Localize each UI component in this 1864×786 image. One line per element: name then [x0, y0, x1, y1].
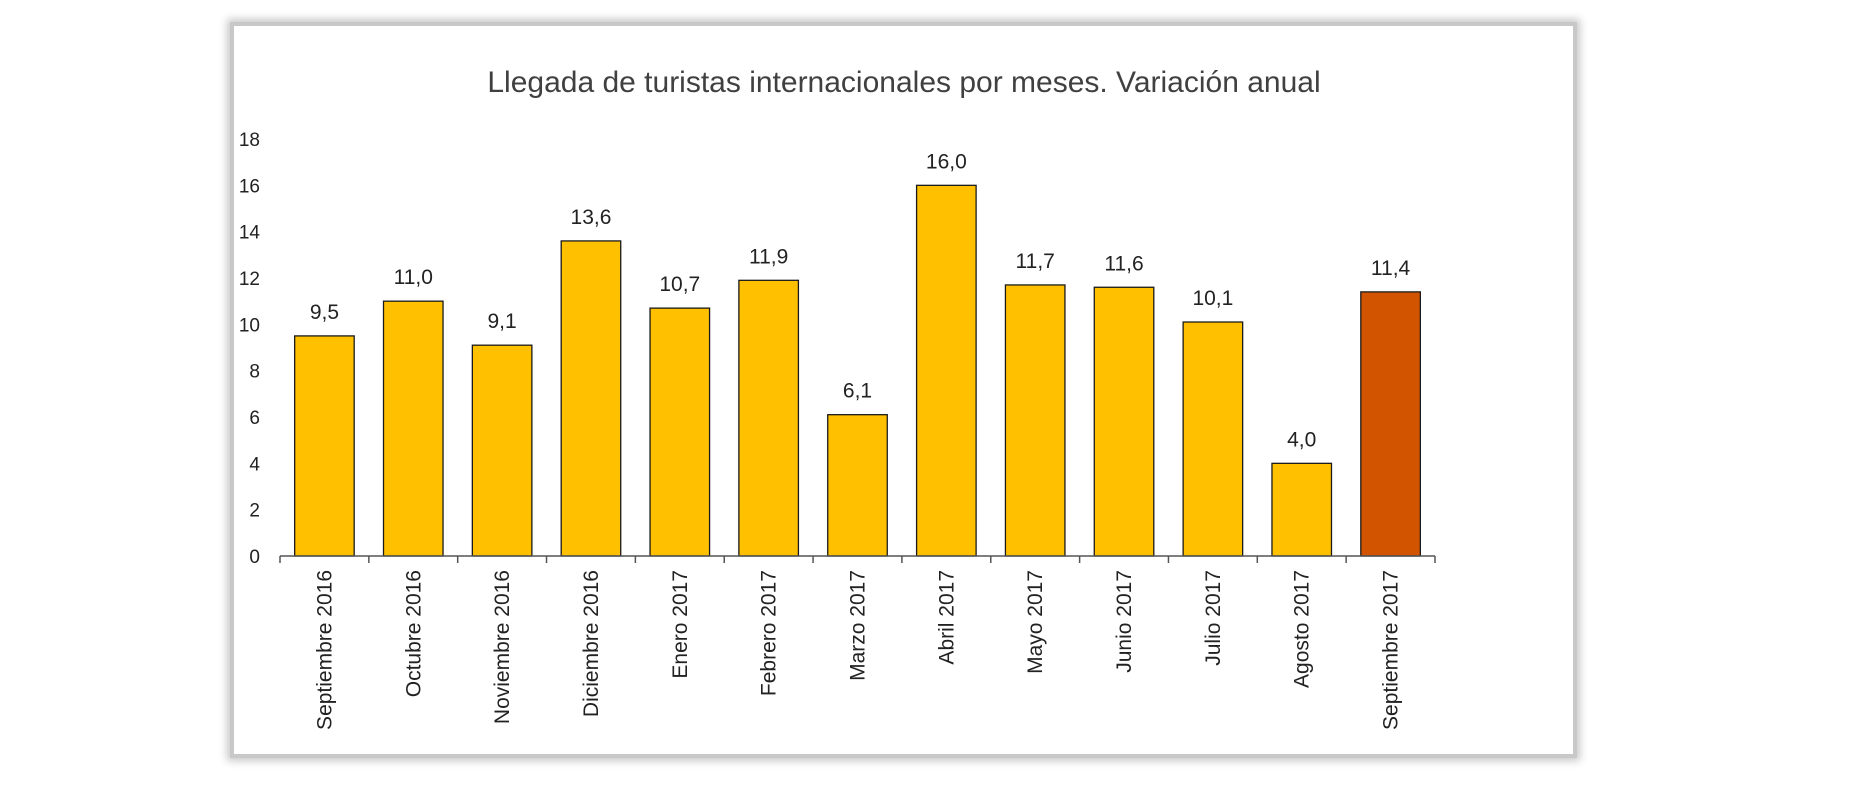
bar	[915, 184, 977, 557]
bar	[560, 240, 622, 557]
bar	[294, 335, 355, 557]
x-tick-label: Mayo 2017	[1024, 570, 1047, 674]
x-tick-label: Agosto 2017	[1291, 570, 1314, 688]
x-tick-label: Septiembre 2016	[313, 570, 336, 730]
y-tick-label: 2	[249, 501, 260, 522]
bar	[827, 414, 888, 557]
data-label: 4,0	[1287, 428, 1316, 451]
data-label: 9,5	[310, 301, 339, 324]
data-label: 11,4	[1371, 257, 1411, 280]
x-tick-label: Diciembre 2016	[580, 570, 603, 717]
y-tick-label: 14	[239, 223, 261, 244]
bar	[1004, 284, 1066, 557]
bar	[382, 300, 444, 557]
x-tick-label: Abril 2017	[935, 570, 958, 665]
y-tick-label: 4	[249, 454, 260, 475]
bar	[649, 307, 711, 557]
data-label: 11,0	[394, 266, 433, 289]
data-label: 16,0	[926, 150, 967, 173]
data-label: 9,1	[488, 310, 517, 333]
bar-chart: Llegada de turistas internacionales por …	[239, 66, 1436, 730]
y-tick-label: 18	[239, 130, 260, 151]
x-tick-label: Junio 2017	[1113, 570, 1136, 673]
data-label: 11,6	[1104, 252, 1143, 275]
bar	[738, 279, 800, 557]
x-tick-label: Marzo 2017	[847, 570, 870, 681]
x-tick-label: Enero 2017	[669, 570, 692, 679]
data-label: 13,6	[571, 206, 612, 229]
y-tick-label: 6	[249, 408, 260, 429]
bar	[1271, 462, 1333, 557]
x-tick-label: Julio 2017	[1202, 570, 1225, 666]
data-label: 10,7	[659, 273, 700, 296]
bar	[1093, 286, 1155, 557]
data-label: 6,1	[843, 380, 872, 403]
x-tick-label: Octubre 2016	[402, 570, 425, 697]
x-tick-label: Septiembre 2017	[1380, 570, 1403, 730]
x-axis: Septiembre 2016 Octubre 2016 Noviembre 201…	[279, 555, 1436, 730]
bars	[294, 184, 1421, 557]
chart-title: Llegada de turistas internacionales por …	[487, 66, 1320, 99]
chart-frame: Llegada de turistas internacionales por …	[230, 22, 1577, 758]
data-label: 11,9	[749, 245, 788, 268]
data-label: 11,7	[1016, 250, 1055, 273]
y-tick-label: 8	[249, 362, 260, 383]
data-label: 10,1	[1192, 287, 1233, 310]
bar	[1360, 291, 1421, 557]
y-tick-label: 12	[239, 269, 260, 290]
y-tick-label: 0	[249, 547, 260, 568]
x-tick-label: Noviembre 2016	[491, 570, 514, 724]
value-labels: 9,5 11,0 9,1 13,6 10,7 11,9 6,1 16,0 11,7 11,6 10,…	[310, 150, 1411, 451]
x-tick-label: Febrero 2017	[758, 570, 781, 696]
y-tick-label: 16	[239, 176, 260, 197]
bar	[471, 344, 533, 557]
y-axis: 0 2 4 6 8 10 12 14 16 18	[239, 130, 261, 568]
y-tick-label: 10	[239, 315, 260, 336]
bar	[1182, 321, 1244, 557]
